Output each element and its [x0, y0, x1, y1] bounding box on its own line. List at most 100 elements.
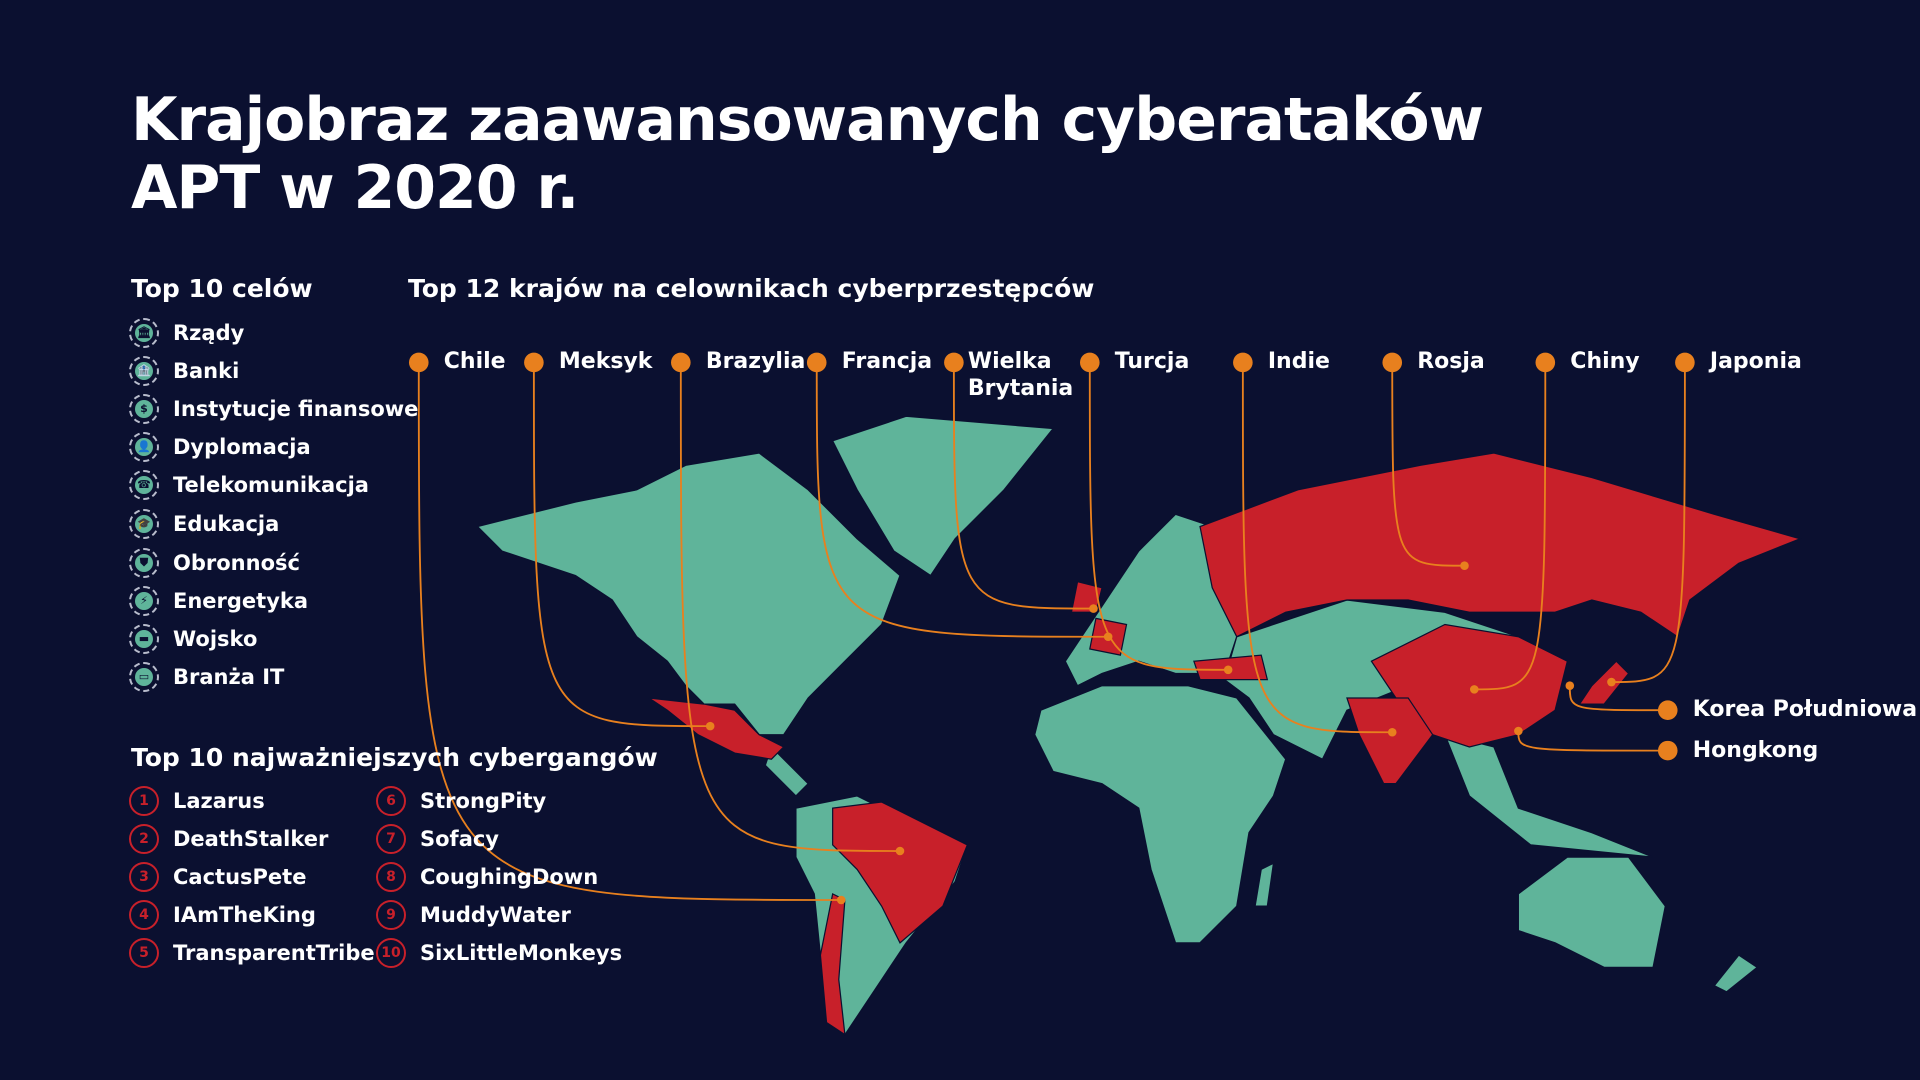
new-zealand	[1713, 954, 1759, 993]
country-point	[836, 895, 846, 905]
leader-line	[1568, 685, 1668, 712]
telecom-head-icon: ☎	[129, 470, 159, 500]
target-item: 🏦 Banki	[129, 354, 240, 388]
country-point	[1514, 726, 1523, 736]
target-label: Telekomunikacja	[173, 473, 369, 497]
country-label: Brazylia	[705, 349, 806, 375]
leader-line	[1611, 362, 1686, 683]
india	[1346, 697, 1434, 785]
money-bag-icon: $	[129, 394, 159, 424]
country-label: Wielka Brytania	[967, 349, 1074, 402]
targets-heading: Top 10 celów	[131, 274, 313, 303]
country-point	[1089, 604, 1098, 613]
leader-line	[417, 362, 842, 901]
tank-icon: ▬	[129, 624, 159, 654]
country-marker	[1657, 700, 1678, 720]
country-label: Indie	[1267, 349, 1330, 375]
southeast-asia	[1443, 733, 1654, 858]
leader-line	[1391, 362, 1465, 567]
country-marker	[944, 352, 964, 373]
russia	[1199, 452, 1802, 638]
country-label: Chiny	[1570, 349, 1640, 375]
greenland	[831, 415, 1055, 577]
gang-item: 1 Lazarus	[129, 784, 265, 818]
target-label: Dyplomacja	[173, 435, 311, 459]
country-point	[1607, 677, 1616, 687]
target-label: Wojsko	[173, 627, 258, 651]
target-item: ▭ Branża IT	[129, 660, 284, 694]
gang-rank-badge: 4	[129, 900, 159, 930]
gang-item: 3 CactusPete	[129, 860, 307, 894]
country-label: Meksyk	[558, 349, 653, 375]
country-point	[1460, 561, 1469, 570]
target-label: Obronność	[173, 551, 300, 575]
brazil	[832, 801, 969, 944]
target-label: Rządy	[173, 321, 245, 345]
gang-item: 2 DeathStalker	[129, 822, 329, 856]
country-marker	[408, 352, 429, 373]
leader-line	[1517, 731, 1668, 752]
target-label: Energetyka	[173, 589, 309, 613]
target-label: Banki	[173, 359, 240, 383]
country-label: Japonia	[1709, 349, 1802, 375]
gang-rank-badge: 8	[376, 862, 406, 892]
country-marker	[806, 352, 827, 373]
monitor-icon: ▭	[129, 662, 159, 692]
country-marker	[671, 352, 691, 373]
leader-line	[1474, 362, 1547, 691]
country-label: Hongkong	[1692, 737, 1819, 763]
lightning-icon: ⚡	[129, 586, 159, 616]
gang-rank-badge: 7	[376, 824, 406, 854]
shield-icon: ⛊	[129, 548, 159, 578]
target-item: 🏛 Rządy	[129, 316, 245, 350]
target-item: 🎓 Edukacja	[129, 507, 280, 541]
gang-label: MuddyWater	[420, 903, 571, 927]
gang-item: 10 SixLittleMonkeys	[376, 936, 622, 970]
bank-icon: 🏦	[129, 356, 159, 386]
country-label: Turcja	[1114, 349, 1190, 375]
leader-line	[679, 362, 901, 852]
diplomat-icon: 👤	[129, 432, 159, 462]
africa	[1034, 685, 1287, 944]
japan	[1578, 660, 1630, 705]
country-marker	[1675, 352, 1695, 373]
australia	[1517, 856, 1666, 968]
gang-rank-badge: 3	[129, 862, 159, 892]
country-label: Chile	[443, 349, 506, 375]
gang-rank-badge: 5	[129, 938, 159, 968]
leader-line	[815, 362, 1109, 638]
gang-label: TransparentTribe	[173, 941, 375, 965]
country-marker	[1382, 352, 1403, 373]
gang-item: 5 TransparentTribe	[129, 936, 375, 970]
page-title: Krajobraz zaawansowanych cyberataków APT…	[131, 85, 1484, 222]
target-item: ▬ Wojsko	[129, 622, 258, 656]
mexico	[648, 697, 785, 760]
target-label: Edukacja	[173, 512, 280, 536]
central-america	[764, 745, 810, 797]
north-america	[476, 452, 901, 736]
gang-rank-badge: 1	[129, 786, 159, 816]
country-marker	[1657, 740, 1678, 761]
target-item: 👤 Dyplomacja	[129, 430, 311, 464]
country-point	[895, 846, 905, 856]
gang-label: DeathStalker	[173, 827, 329, 851]
country-point	[1387, 727, 1397, 737]
leader-line	[532, 362, 711, 728]
country-point	[1223, 665, 1233, 675]
gang-label: CactusPete	[173, 865, 307, 889]
gangs-heading: Top 10 najważniejszych cybergangów	[131, 743, 658, 772]
gang-item: 7 Sofacy	[376, 822, 499, 856]
gang-label: IAmTheKing	[173, 903, 316, 927]
gang-label: CoughingDown	[420, 865, 599, 889]
country-marker	[1233, 352, 1253, 373]
gang-item: 9 MuddyWater	[376, 898, 571, 932]
country-point	[1470, 685, 1479, 694]
title-line-1: Krajobraz zaawansowanych cyberataków	[131, 85, 1484, 155]
country-label: Korea Południowa	[1692, 697, 1918, 723]
country-marker	[1535, 352, 1556, 373]
country-label: Rosja	[1417, 349, 1485, 375]
madagascar	[1254, 862, 1275, 907]
country-point	[1565, 681, 1575, 690]
gang-rank-badge: 10	[376, 938, 406, 968]
map-heading: Top 12 krajów na celownikach cyberprzest…	[408, 274, 1095, 303]
